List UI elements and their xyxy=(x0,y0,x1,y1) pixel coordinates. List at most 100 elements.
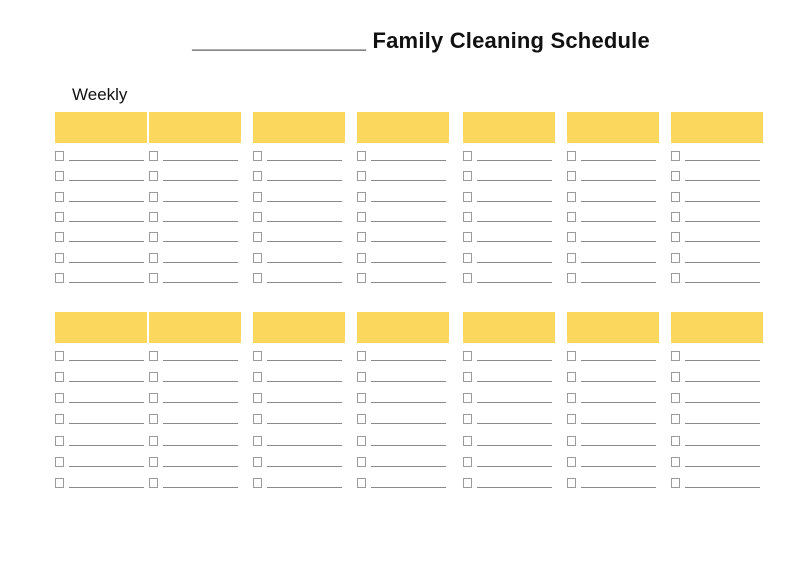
task-checkbox[interactable] xyxy=(463,393,472,404)
task-fill-line[interactable] xyxy=(69,381,144,383)
task-fill-line[interactable] xyxy=(163,465,238,467)
task-fill-line[interactable] xyxy=(69,261,144,263)
task-fill-line[interactable] xyxy=(477,381,552,383)
task-fill-line[interactable] xyxy=(267,486,342,488)
task-fill-line[interactable] xyxy=(69,444,144,446)
task-checkbox[interactable] xyxy=(463,414,472,425)
task-checkbox[interactable] xyxy=(149,351,158,361)
task-fill-line[interactable] xyxy=(371,360,446,361)
task-fill-line[interactable] xyxy=(685,360,760,361)
task-fill-line[interactable] xyxy=(581,360,656,361)
task-fill-line[interactable] xyxy=(477,444,552,446)
task-checkbox[interactable] xyxy=(253,272,262,283)
task-fill-line[interactable] xyxy=(477,423,552,425)
task-fill-line[interactable] xyxy=(581,381,656,383)
day-header-block[interactable] xyxy=(55,112,147,143)
task-checkbox[interactable] xyxy=(671,393,680,404)
task-checkbox[interactable] xyxy=(55,351,64,361)
task-checkbox[interactable] xyxy=(671,372,680,383)
task-checkbox[interactable] xyxy=(463,171,472,182)
task-checkbox[interactable] xyxy=(55,191,64,202)
task-checkbox[interactable] xyxy=(357,191,366,202)
task-checkbox[interactable] xyxy=(567,151,576,161)
task-fill-line[interactable] xyxy=(371,220,446,222)
task-fill-line[interactable] xyxy=(581,465,656,467)
day-header-block[interactable] xyxy=(357,312,449,343)
task-fill-line[interactable] xyxy=(477,281,552,283)
task-fill-line[interactable] xyxy=(371,261,446,263)
task-checkbox[interactable] xyxy=(55,393,64,404)
task-fill-line[interactable] xyxy=(477,180,552,182)
task-fill-line[interactable] xyxy=(69,360,144,361)
task-fill-line[interactable] xyxy=(267,360,342,361)
task-fill-line[interactable] xyxy=(69,200,144,202)
task-checkbox[interactable] xyxy=(671,477,680,488)
task-fill-line[interactable] xyxy=(685,160,760,161)
task-fill-line[interactable] xyxy=(69,241,144,243)
task-fill-line[interactable] xyxy=(581,486,656,488)
task-checkbox[interactable] xyxy=(567,232,576,243)
task-checkbox[interactable] xyxy=(357,393,366,404)
task-fill-line[interactable] xyxy=(163,486,238,488)
task-checkbox[interactable] xyxy=(149,252,158,263)
task-checkbox[interactable] xyxy=(253,232,262,243)
task-checkbox[interactable] xyxy=(567,372,576,383)
task-fill-line[interactable] xyxy=(581,402,656,404)
task-checkbox[interactable] xyxy=(55,151,64,161)
task-checkbox[interactable] xyxy=(463,477,472,488)
task-checkbox[interactable] xyxy=(253,171,262,182)
day-header-block[interactable] xyxy=(463,312,555,343)
task-checkbox[interactable] xyxy=(149,191,158,202)
task-fill-line[interactable] xyxy=(69,402,144,404)
task-checkbox[interactable] xyxy=(149,211,158,222)
task-checkbox[interactable] xyxy=(253,351,262,361)
task-fill-line[interactable] xyxy=(685,423,760,425)
task-checkbox[interactable] xyxy=(567,211,576,222)
task-checkbox[interactable] xyxy=(671,191,680,202)
task-checkbox[interactable] xyxy=(567,477,576,488)
task-checkbox[interactable] xyxy=(463,191,472,202)
task-fill-line[interactable] xyxy=(477,160,552,161)
task-fill-line[interactable] xyxy=(163,444,238,446)
task-checkbox[interactable] xyxy=(253,456,262,467)
task-checkbox[interactable] xyxy=(463,372,472,383)
task-checkbox[interactable] xyxy=(463,272,472,283)
task-fill-line[interactable] xyxy=(267,423,342,425)
task-fill-line[interactable] xyxy=(477,220,552,222)
task-fill-line[interactable] xyxy=(163,200,238,202)
task-checkbox[interactable] xyxy=(671,151,680,161)
task-fill-line[interactable] xyxy=(163,261,238,263)
task-checkbox[interactable] xyxy=(55,272,64,283)
task-fill-line[interactable] xyxy=(477,241,552,243)
task-checkbox[interactable] xyxy=(357,414,366,425)
task-fill-line[interactable] xyxy=(267,200,342,202)
task-checkbox[interactable] xyxy=(149,477,158,488)
task-fill-line[interactable] xyxy=(581,444,656,446)
task-fill-line[interactable] xyxy=(477,465,552,467)
task-checkbox[interactable] xyxy=(55,477,64,488)
task-fill-line[interactable] xyxy=(477,402,552,404)
task-checkbox[interactable] xyxy=(671,232,680,243)
task-fill-line[interactable] xyxy=(371,160,446,161)
task-checkbox[interactable] xyxy=(253,372,262,383)
task-checkbox[interactable] xyxy=(357,456,366,467)
task-checkbox[interactable] xyxy=(463,435,472,446)
task-checkbox[interactable] xyxy=(149,456,158,467)
task-fill-line[interactable] xyxy=(163,220,238,222)
task-checkbox[interactable] xyxy=(253,191,262,202)
task-checkbox[interactable] xyxy=(567,351,576,361)
task-fill-line[interactable] xyxy=(163,381,238,383)
task-fill-line[interactable] xyxy=(267,220,342,222)
task-fill-line[interactable] xyxy=(581,160,656,161)
task-checkbox[interactable] xyxy=(149,414,158,425)
task-fill-line[interactable] xyxy=(69,160,144,161)
task-fill-line[interactable] xyxy=(69,465,144,467)
task-checkbox[interactable] xyxy=(253,151,262,161)
day-header-block[interactable] xyxy=(671,312,763,343)
task-fill-line[interactable] xyxy=(371,423,446,425)
task-checkbox[interactable] xyxy=(253,393,262,404)
task-fill-line[interactable] xyxy=(685,220,760,222)
task-checkbox[interactable] xyxy=(357,171,366,182)
task-fill-line[interactable] xyxy=(371,402,446,404)
task-checkbox[interactable] xyxy=(357,151,366,161)
